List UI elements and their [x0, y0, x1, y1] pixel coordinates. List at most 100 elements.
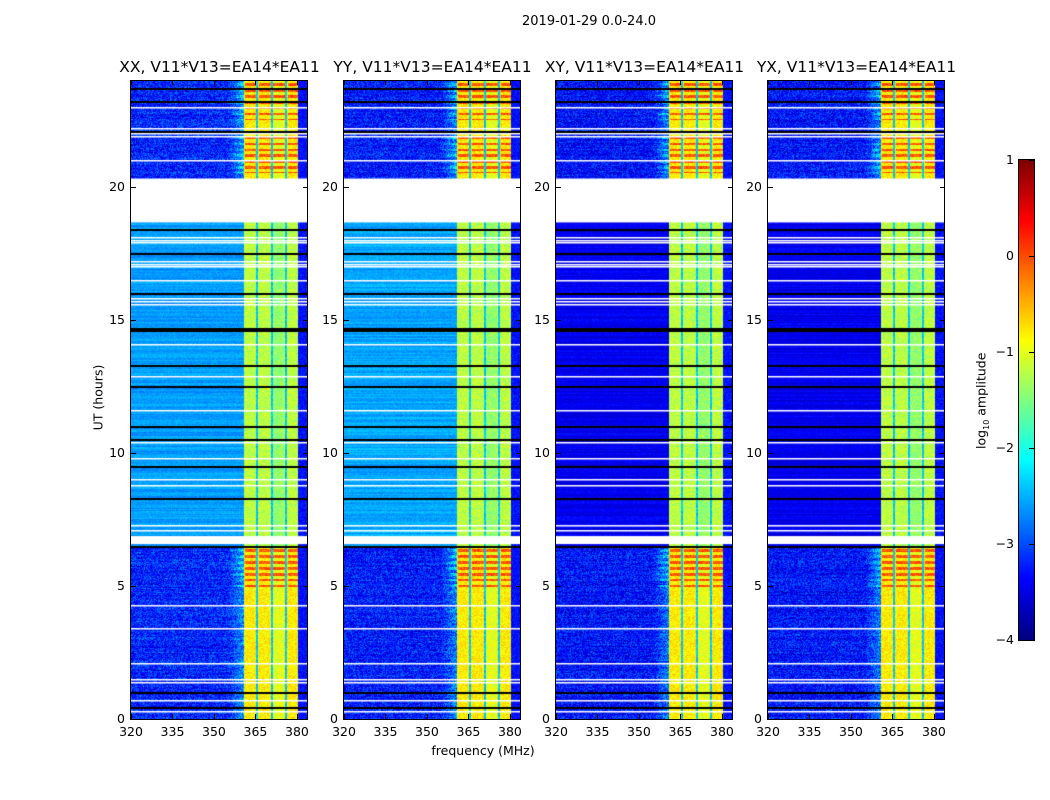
y-tick-label: 20: [534, 178, 550, 194]
panel-title: YY, V11*V13=EA14*EA11: [333, 58, 532, 76]
colorbar-tick-mark: [1029, 352, 1034, 353]
y-tick-mark: [940, 452, 945, 454]
x-tick-mark: [892, 714, 894, 719]
x-tick-mark: [172, 80, 174, 85]
y-tick-label: 0: [542, 711, 550, 726]
x-tick-mark: [721, 714, 723, 719]
colorbar-label: log10 amplitude: [973, 337, 991, 465]
y-tick-label: 0: [330, 711, 338, 726]
y-tick-mark: [516, 452, 521, 454]
y-tick-mark: [728, 319, 733, 321]
colorbar-label-log: log: [973, 429, 989, 449]
x-tick-label: 320: [756, 724, 780, 739]
x-tick-label: 350: [202, 724, 226, 739]
y-tick-mark: [303, 452, 308, 454]
y-tick-mark: [556, 585, 561, 587]
y-tick-mark: [344, 585, 349, 587]
y-tick-mark: [516, 719, 521, 720]
x-tick-label: 365: [243, 724, 268, 739]
y-tick-label: 10: [322, 444, 338, 460]
x-tick-mark: [597, 714, 599, 719]
panel-frame: [343, 80, 521, 720]
x-tick-mark: [680, 80, 682, 85]
y-tick-mark: [940, 319, 945, 321]
x-tick-label: 365: [668, 724, 693, 739]
y-tick-label: 15: [109, 311, 125, 327]
y-tick-label: 0: [754, 711, 762, 726]
waterfall-heatmap: [768, 80, 945, 719]
y-tick-label: 15: [746, 311, 762, 327]
x-tick-mark: [131, 714, 132, 719]
x-tick-mark: [255, 80, 257, 85]
x-tick-mark: [255, 714, 257, 719]
waterfall-heatmap: [344, 80, 521, 719]
x-tick-mark: [296, 714, 298, 719]
y-axis-label: UT (hours): [90, 364, 106, 431]
y-tick-mark: [556, 319, 561, 321]
y-tick-mark: [303, 319, 308, 321]
x-tick-label: 335: [160, 724, 185, 739]
y-tick-mark: [131, 585, 136, 587]
x-tick-mark: [426, 714, 428, 719]
y-tick-mark: [303, 719, 308, 720]
y-tick-label: 10: [746, 444, 762, 460]
y-tick-mark: [131, 186, 136, 188]
x-tick-mark: [556, 714, 557, 719]
colorbar-tick-mark: [1029, 448, 1034, 449]
colorbar-tick-label: −4: [995, 632, 1014, 647]
y-tick-mark: [344, 719, 349, 720]
x-tick-label: 320: [544, 724, 568, 739]
y-tick-label: 20: [746, 178, 762, 194]
x-tick-label: 320: [119, 724, 143, 739]
x-tick-mark: [509, 714, 511, 719]
x-tick-label: 380: [498, 724, 522, 739]
y-tick-mark: [303, 585, 308, 587]
x-axis-label: frequency (MHz): [431, 743, 535, 758]
y-tick-mark: [728, 585, 733, 587]
y-tick-mark: [131, 319, 136, 321]
x-tick-label: 365: [456, 724, 481, 739]
x-tick-label: 350: [839, 724, 863, 739]
x-tick-mark: [385, 714, 387, 719]
x-tick-mark: [344, 714, 345, 719]
y-tick-mark: [768, 452, 773, 454]
y-tick-mark: [556, 719, 561, 720]
y-tick-label: 15: [534, 311, 550, 327]
x-tick-mark: [296, 80, 298, 85]
x-tick-mark: [680, 714, 682, 719]
colorbar-label-sub: 10: [981, 419, 991, 430]
y-tick-label: 10: [109, 444, 125, 460]
x-tick-mark: [556, 80, 557, 85]
y-tick-mark: [516, 319, 521, 321]
colorbar-frame: [1018, 159, 1035, 641]
colorbar-tick-label: −1: [995, 344, 1014, 359]
x-tick-mark: [468, 714, 470, 719]
y-tick-mark: [768, 186, 773, 188]
x-tick-mark: [933, 80, 935, 85]
x-tick-mark: [933, 714, 935, 719]
x-tick-mark: [809, 80, 811, 85]
x-tick-mark: [213, 714, 215, 719]
x-tick-mark: [721, 80, 723, 85]
colorbar-tick-label: −3: [995, 536, 1014, 551]
x-tick-mark: [509, 80, 511, 85]
x-tick-mark: [809, 714, 811, 719]
x-tick-mark: [385, 80, 387, 85]
y-tick-mark: [131, 719, 136, 720]
colorbar-tick-mark: [1029, 160, 1034, 161]
y-tick-mark: [556, 186, 561, 188]
y-tick-mark: [940, 585, 945, 587]
colorbar-tick-label: −2: [995, 440, 1014, 455]
y-tick-label: 15: [322, 311, 338, 327]
x-tick-mark: [344, 80, 345, 85]
x-tick-mark: [850, 80, 852, 85]
y-tick-mark: [516, 186, 521, 188]
y-tick-mark: [728, 186, 733, 188]
x-tick-mark: [426, 80, 428, 85]
y-tick-mark: [940, 719, 945, 720]
x-tick-label: 350: [415, 724, 439, 739]
figure-title: 2019-01-29 0.0-24.0: [522, 14, 656, 29]
colorbar-tick-label: 1: [1006, 152, 1014, 167]
y-tick-mark: [344, 452, 349, 454]
